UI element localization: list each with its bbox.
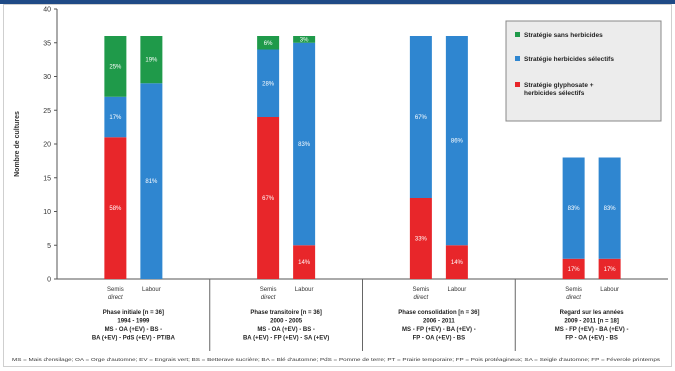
bar-segment-label: 14% [298,260,311,266]
bar-segment-sans [140,36,163,84]
top-banner [0,0,675,4]
bar-segment-glyphosate [257,117,280,279]
bar-segment-selectifs [562,157,585,259]
bar-segment-label: 19% [145,58,158,64]
group-title-line: MS - FP (+EV) - BA (+EV) - [402,327,476,333]
bar-segment-sans [104,36,127,97]
y-tick-label: 35 [43,40,51,47]
bar-segment-label: 67% [415,115,428,121]
y-tick-label: 15 [43,175,51,182]
bar-segment-label: 83% [568,206,581,212]
bar-segment-label: 81% [145,179,158,185]
bar-segment-label: 17% [568,267,581,273]
bar-category-label: Semis [107,287,124,293]
group-title-line: Phase initiale [n = 36] [103,310,164,316]
bar-category-label: Labour [142,287,161,293]
legend-box [505,20,662,122]
legend-label: Stratégie sans herbicides [524,32,603,39]
bar-segment-glyphosate [445,245,468,279]
bar-category-label: direct [414,295,429,301]
group-title-line: MS - OA (+EV) - BS - [257,327,315,333]
bar-segment-label: 6% [264,41,273,47]
group-title-line: Phase transitoire [n = 36] [250,310,322,316]
bar-segment-sans [257,36,280,50]
chart-frame: 0 5 10 15 20 25 30 35 40 Nombre de cultures 58% 17%… [3,4,672,367]
bar-category-label: Labour [600,287,619,293]
group-title-line: 2000 - 2005 [270,319,303,325]
legend-swatch-selectifs [515,56,520,61]
bar-segment-sans [293,36,316,43]
y-axis-title: Nombre de cultures [14,111,21,177]
bar-segment-selectifs [293,42,316,246]
bar-segment-label: 28% [262,81,275,87]
bar-segment-glyphosate [562,258,585,279]
bar-segment-selectifs [409,36,432,198]
bar-segment-label: 83% [298,142,311,148]
bar-segment-label: 14% [451,260,464,266]
group-title-line: MS - OA (+EV) - BS - [105,327,163,333]
y-tick-label: 25 [43,108,51,115]
legend-label: herbicides sélectifs [524,90,585,97]
bar-segment-label: 58% [109,206,122,212]
group-title-line: Phase consolidation [n = 36] [398,310,479,316]
bar-category-label: Labour [295,287,314,293]
bar-segment-selectifs [445,36,468,246]
y-tick-label: 10 [43,209,51,216]
bar-segment-label: 17% [604,267,617,273]
group-title-line: BA (+EV) - PdS (+EV) - PT/BA [92,336,176,342]
y-tick-label: 0 [47,277,51,284]
bar-segment-selectifs [104,96,127,138]
group-title-line: FP - OA (+EV) - BS [413,336,466,342]
bar-category-label: direct [261,295,276,301]
legend-label: Stratégie herbicides sélectifs [524,56,614,63]
footnote: MS = Mais d'ensilage; OA = Orge d'automn… [12,357,660,362]
bar-category-label: direct [566,295,581,301]
bar-segment-label: 25% [109,64,122,70]
bar-segment-label: 67% [262,196,275,202]
group-title-line: MS - FP (+EV) - BA (+EV) - [555,327,629,333]
group-title-line: Regard sur les années [560,310,625,316]
bar-category-label: Semis [565,287,582,293]
bar-category-label: Labour [448,287,467,293]
y-tick-label: 30 [43,74,51,81]
group-title-line: 1994 - 1999 [117,319,150,325]
stacked-bar-chart: 0 5 10 15 20 25 30 35 40 Nombre de cultures 58% 17%… [12,7,668,362]
bar-segment-label: 17% [109,115,122,121]
y-tick-label: 40 [43,7,51,14]
bar-segment-glyphosate [598,258,621,279]
bar-segment-label: 83% [604,206,617,212]
bar-segment-selectifs [598,157,621,259]
bar-segment-glyphosate [409,198,432,279]
legend-label: Stratégie glyphosate + [524,82,594,89]
bar-category-label: direct [108,295,123,301]
group-title-line: BA (+EV) - FP (+EV) - SA (+EV) [243,336,329,342]
bar-segment-label: 86% [451,139,464,145]
bar-segment-glyphosate [293,245,316,279]
legend-swatch-glyphosate [515,82,520,87]
bar-category-label: Semis [260,287,277,293]
legend-swatch-sans [515,32,520,37]
bar-segment-selectifs [140,83,163,279]
group-title-line: 2006 - 2011 [423,319,455,325]
group-title-line: 2009 - 2011 [n = 18] [564,319,619,325]
y-tick-label: 5 [47,243,51,250]
bar-segment-label: 33% [415,237,428,243]
y-tick-label: 20 [43,142,51,149]
bar-segment-label: 3% [300,37,309,43]
bar-category-label: Semis [413,287,430,293]
group-title-line: FP - OA (+EV) - BS [565,336,618,342]
bar-segment-selectifs [257,49,280,117]
bar-segment-glyphosate [104,137,127,279]
